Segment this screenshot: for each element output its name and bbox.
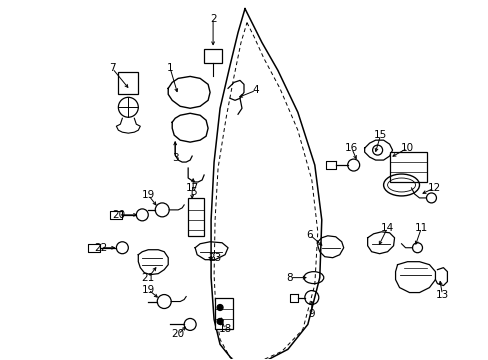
Text: 17: 17	[185, 183, 198, 193]
Text: 20: 20	[171, 329, 184, 339]
Text: 16: 16	[345, 143, 358, 153]
Text: 4: 4	[252, 85, 259, 95]
Bar	[188, 198, 203, 236]
Bar	[203, 49, 222, 63]
Bar	[215, 298, 233, 329]
Text: 20: 20	[112, 210, 124, 220]
Text: 12: 12	[427, 183, 440, 193]
Text: 14: 14	[380, 223, 393, 233]
Text: 22: 22	[94, 243, 107, 253]
Text: 1: 1	[166, 63, 173, 73]
Text: 8: 8	[286, 273, 293, 283]
Text: 23: 23	[208, 253, 221, 263]
Ellipse shape	[217, 305, 223, 310]
Text: 2: 2	[209, 14, 216, 24]
Text: 3: 3	[172, 153, 178, 163]
Text: 9: 9	[308, 310, 314, 319]
Text: 6: 6	[306, 230, 312, 240]
Text: 11: 11	[414, 223, 427, 233]
Text: 19: 19	[142, 284, 155, 294]
Text: 7: 7	[109, 63, 116, 73]
Text: 18: 18	[218, 324, 231, 334]
Text: 15: 15	[373, 130, 386, 140]
Text: 13: 13	[435, 289, 448, 300]
Text: 19: 19	[142, 190, 155, 200]
Bar	[118, 72, 138, 94]
Text: 5: 5	[189, 187, 196, 197]
Text: 10: 10	[400, 143, 413, 153]
Ellipse shape	[217, 319, 223, 324]
Bar	[389, 152, 427, 182]
Text: 21: 21	[142, 273, 155, 283]
